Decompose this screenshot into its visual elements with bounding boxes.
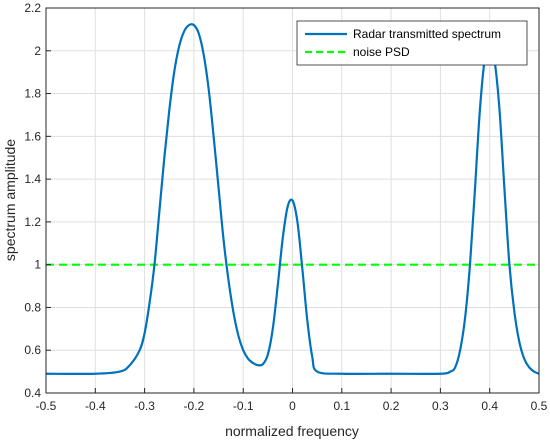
legend-box [296, 20, 528, 66]
x-tick-label: -0.2 [184, 399, 205, 413]
x-tick-label: 0.5 [531, 399, 548, 413]
x-tick-label: 0.1 [333, 399, 350, 413]
y-tick-label: 2 [34, 44, 41, 58]
x-tick-label: 0.3 [432, 399, 449, 413]
y-tick-label: 2.2 [24, 1, 41, 15]
y-tick-label: 0.8 [24, 300, 41, 314]
y-tick-label: 1.2 [24, 215, 41, 229]
y-tick-label: 1.8 [24, 87, 41, 101]
x-tick-label: -0.5 [36, 399, 57, 413]
legend: Radar transmitted spectrum noise PSD [296, 20, 528, 66]
x-tick-label: -0.3 [134, 399, 155, 413]
y-tick-label: 0.4 [24, 386, 41, 400]
x-axis-label: normalized frequency [225, 423, 359, 439]
legend-label-radar-spectrum: Radar transmitted spectrum [353, 27, 501, 41]
y-axis-label: spectrum amplitude [2, 139, 18, 261]
x-tick-label: 0.2 [383, 399, 400, 413]
y-tick-label: 1 [34, 258, 41, 272]
x-tick-label: 0.4 [481, 399, 498, 413]
legend-label-noise-psd: noise PSD [353, 45, 410, 59]
y-tick-label: 1.4 [24, 172, 41, 186]
y-tick-label: 0.6 [24, 343, 41, 357]
y-tick-label: 1.6 [24, 129, 41, 143]
x-axis: -0.5 -0.4 -0.3 -0.2 -0.1 0 0.1 0.2 0.3 0.4 0.5 [36, 388, 548, 413]
x-tick-label: -0.1 [233, 399, 254, 413]
x-tick-label: -0.4 [85, 399, 106, 413]
x-tick-label: 0 [289, 399, 296, 413]
y-axis: 0.4 0.6 0.8 1 1.2 1.4 1.6 1.8 2 2.2 [24, 1, 51, 400]
